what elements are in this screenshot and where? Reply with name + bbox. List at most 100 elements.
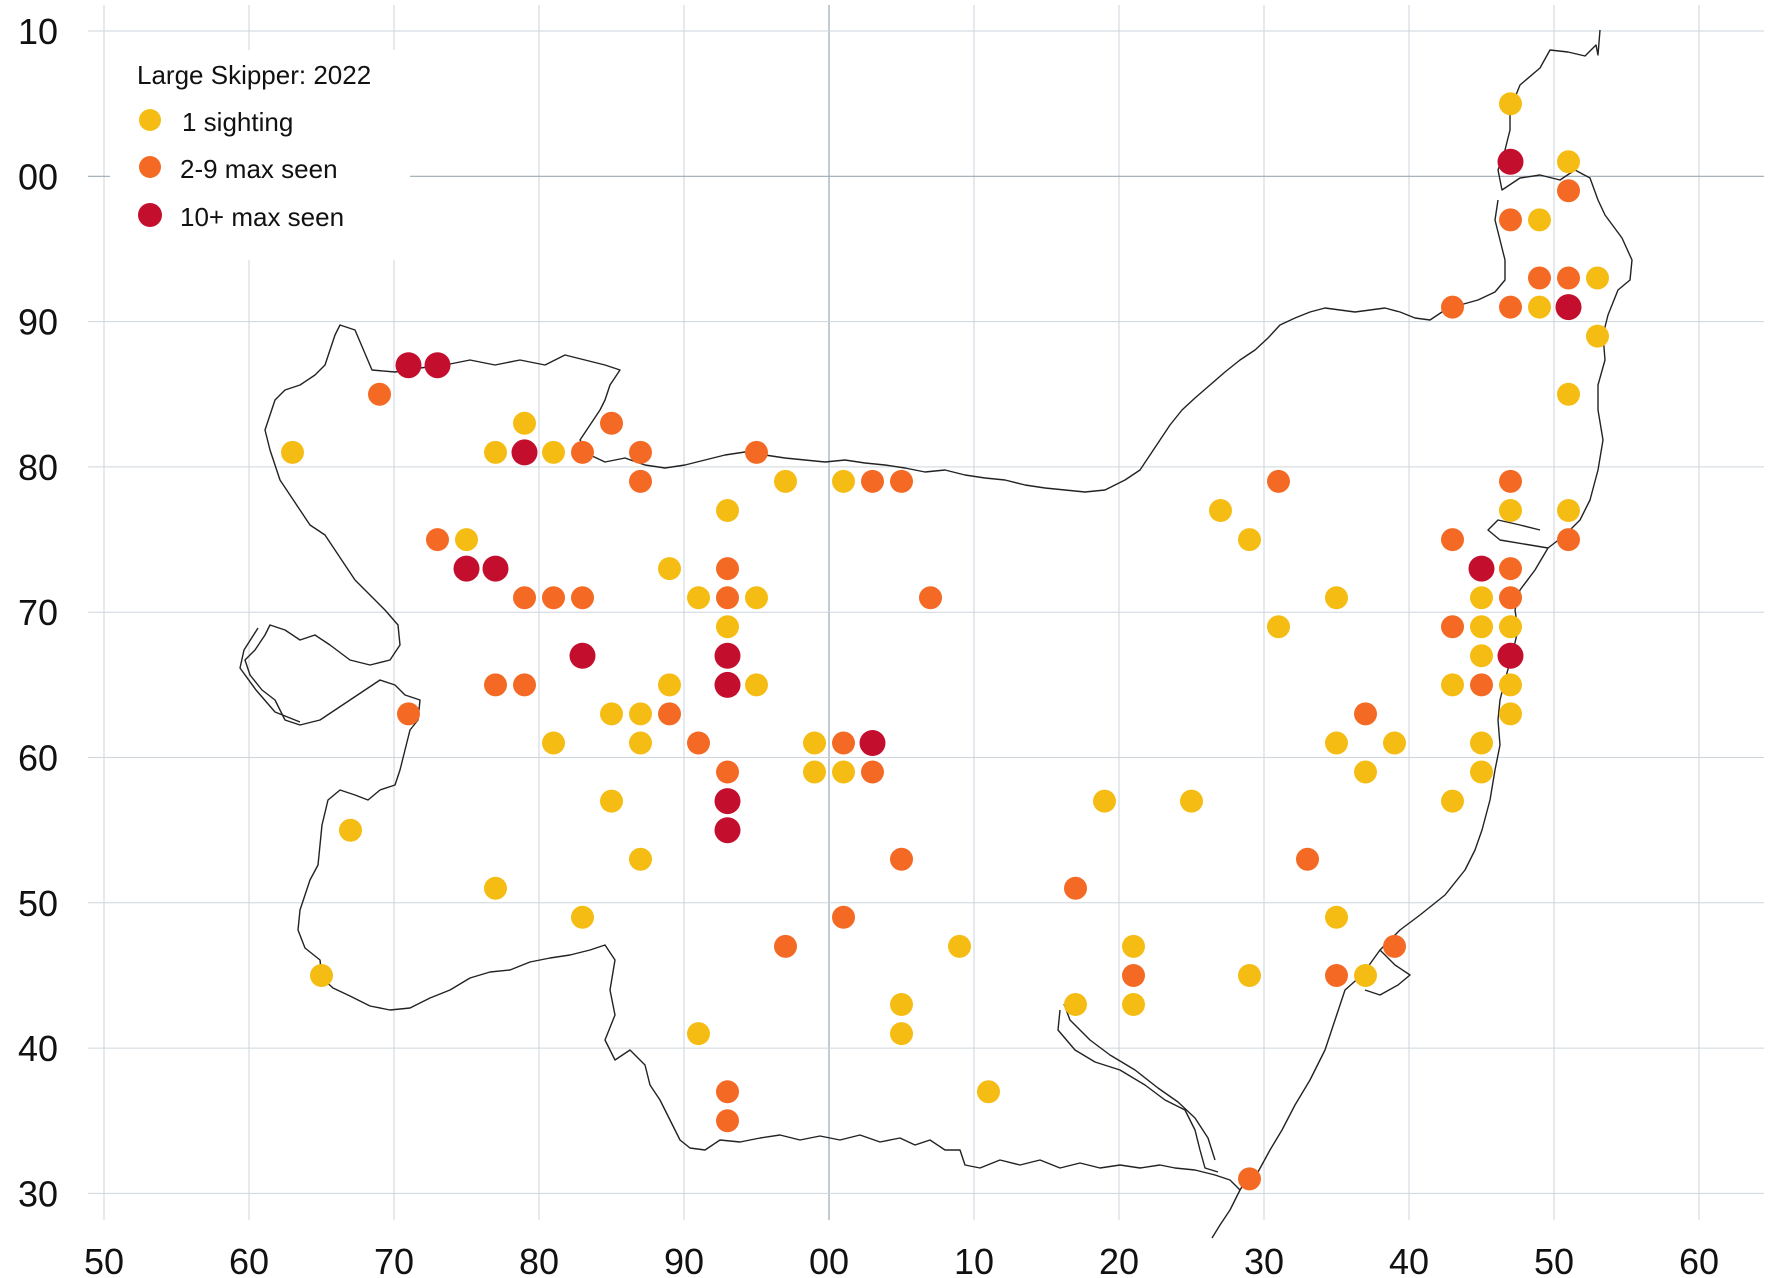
sighting-point-one <box>716 499 739 522</box>
coast-inlet <box>1487 519 1549 549</box>
sighting-point-few <box>716 1109 739 1133</box>
sighting-point-one <box>1209 499 1232 522</box>
sighting-point-one <box>745 673 768 697</box>
estuary-line-1 <box>1057 1009 1219 1173</box>
sighting-point-few <box>397 702 420 726</box>
sighting-point-one <box>832 760 855 784</box>
sighting-point-one <box>1325 586 1348 610</box>
sighting-point-one <box>687 586 710 610</box>
sighting-point-one <box>1441 673 1464 697</box>
sighting-point-few <box>1383 934 1406 958</box>
sighting-point-one <box>1499 702 1522 726</box>
sighting-point-one <box>890 993 913 1016</box>
sighting-point-one <box>1499 499 1522 522</box>
sighting-point-one <box>1586 266 1609 290</box>
sighting-point-few <box>1441 528 1464 552</box>
sighting-point-one <box>1325 905 1348 929</box>
sighting-point-few <box>716 760 739 784</box>
sighting-point-few <box>1499 586 1522 610</box>
sighting-point-one <box>1122 934 1145 958</box>
sighting-point-few <box>1470 673 1493 697</box>
sighting-point-few <box>1528 266 1551 290</box>
legend: Large Skipper: 2022 1 sighting 2-9 max s… <box>110 50 410 260</box>
x-tick-label: 60 <box>229 1241 269 1278</box>
sighting-point-few <box>542 586 565 610</box>
y-tick-label: 70 <box>18 592 58 633</box>
sighting-point-few <box>716 557 739 581</box>
sighting-point-one <box>339 818 362 842</box>
sighting-point-one <box>1122 993 1145 1016</box>
west-boundary-detail <box>239 627 301 723</box>
sighting-point-few <box>716 1080 739 1104</box>
sighting-point-one <box>1470 586 1493 610</box>
x-tick-label: 50 <box>1534 1241 1574 1278</box>
sighting-point-one <box>629 702 652 726</box>
sighting-point-one <box>513 411 536 435</box>
sighting-point-one <box>948 934 971 958</box>
sighting-point-one <box>484 876 507 900</box>
sighting-points <box>281 92 1609 1191</box>
sighting-point-many <box>482 555 509 582</box>
y-tick-label: 40 <box>18 1028 58 1069</box>
sighting-point-few <box>861 760 884 784</box>
x-axis-labels: 50 60 70 80 90 00 10 20 30 40 50 60 <box>84 1241 1719 1278</box>
y-tick-label: 10 <box>18 11 58 52</box>
sighting-point-few <box>716 586 739 610</box>
y-tick-label: 50 <box>18 883 58 924</box>
sighting-point-many <box>1555 294 1582 321</box>
sighting-point-few <box>861 469 884 493</box>
sighting-point-one <box>542 731 565 755</box>
sighting-point-one <box>1470 760 1493 784</box>
sighting-point-few <box>832 905 855 929</box>
sighting-point-few <box>832 731 855 755</box>
x-tick-label: 80 <box>519 1241 559 1278</box>
x-tick-label: 60 <box>1679 1241 1719 1278</box>
sighting-point-few <box>600 411 623 435</box>
sighting-point-one <box>1238 964 1261 987</box>
sighting-point-few <box>658 702 681 726</box>
x-tick-label: 50 <box>84 1241 124 1278</box>
y-tick-label: 60 <box>18 738 58 779</box>
sighting-point-one <box>310 964 333 987</box>
sighting-point-one <box>629 731 652 755</box>
sighting-point-few <box>1325 964 1348 987</box>
sighting-point-many <box>1497 148 1524 175</box>
sighting-point-one <box>890 1022 913 1046</box>
x-tick-label: 70 <box>374 1241 414 1278</box>
sighting-point-one <box>774 469 797 493</box>
sighting-point-many <box>859 730 886 756</box>
sighting-point-one <box>281 440 304 464</box>
sighting-point-one <box>1064 993 1087 1016</box>
sighting-point-one <box>1499 92 1522 116</box>
sighting-point-few <box>1557 179 1580 203</box>
sighting-point-one <box>716 615 739 639</box>
sighting-point-one <box>629 847 652 871</box>
sighting-point-one <box>745 586 768 610</box>
south-coast-tail <box>1211 1189 1241 1239</box>
sighting-point-one <box>1325 731 1348 755</box>
legend-background <box>110 50 410 260</box>
sighting-point-one <box>455 528 478 552</box>
sighting-point-one <box>803 731 826 755</box>
county-outline <box>239 29 1633 1239</box>
grid-lines <box>88 5 1764 1220</box>
sighting-point-many <box>395 352 422 379</box>
x-tick-label: 40 <box>1389 1241 1429 1278</box>
sighting-point-few <box>571 586 594 610</box>
sighting-point-one <box>1499 673 1522 697</box>
sighting-point-one <box>542 440 565 464</box>
sighting-point-one <box>1557 499 1580 522</box>
sighting-point-one <box>1586 324 1609 348</box>
sighting-point-one <box>658 673 681 697</box>
sighting-point-many <box>453 555 480 582</box>
sighting-point-many <box>714 817 741 844</box>
sighting-point-few <box>1267 469 1290 493</box>
sighting-point-one <box>803 760 826 784</box>
sighting-point-one <box>1528 295 1551 319</box>
x-tick-label: 30 <box>1244 1241 1284 1278</box>
sighting-point-one <box>1528 208 1551 232</box>
x-tick-label: 90 <box>664 1241 704 1278</box>
estuary-line-2 <box>1063 1003 1216 1161</box>
